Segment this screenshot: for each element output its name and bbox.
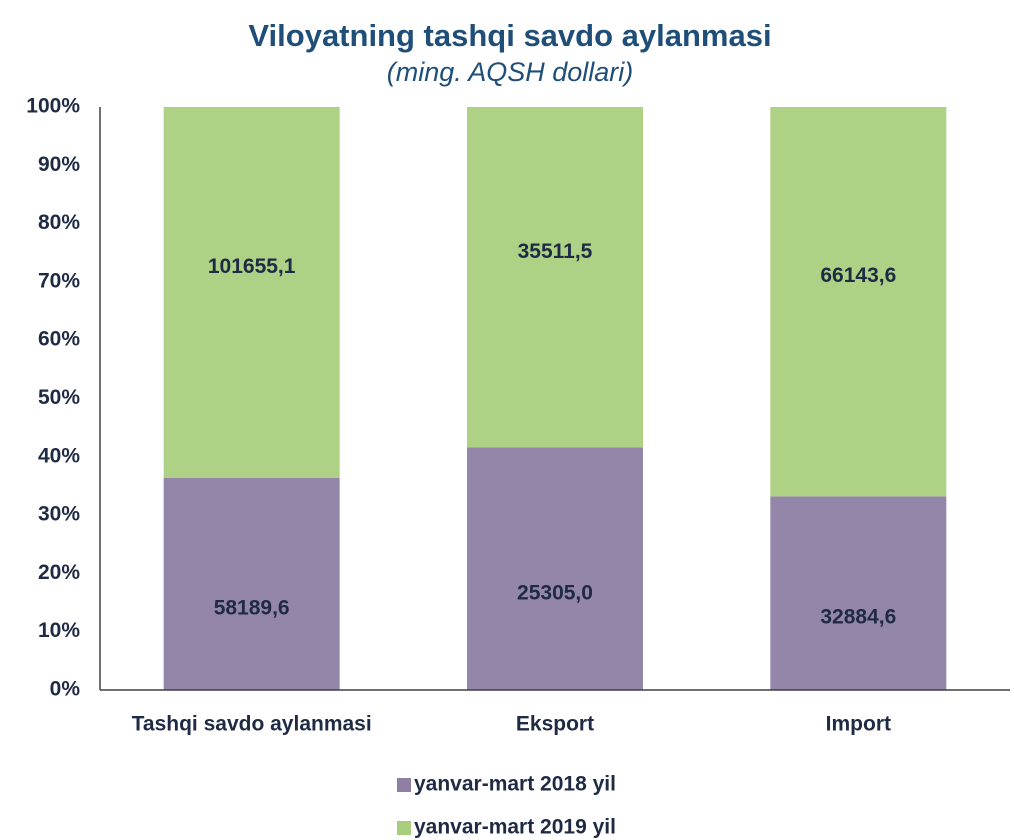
- bar-segment: [467, 447, 643, 690]
- y-tick-label: 40%: [38, 444, 80, 467]
- x-tick-label: Import: [826, 713, 891, 736]
- legend-label: yanvar-mart 2019 yil: [414, 816, 616, 839]
- y-tick-label: 80%: [38, 211, 80, 234]
- legend-swatch: [397, 778, 411, 792]
- x-tick-label: Eksport: [516, 713, 594, 736]
- bar-segment: [163, 477, 340, 690]
- bar-segment: [770, 496, 947, 690]
- legend-swatch: [397, 821, 411, 835]
- y-tick-label: 100%: [26, 95, 80, 118]
- y-tick-label: 0%: [50, 678, 81, 701]
- y-tick-label: 10%: [38, 619, 80, 642]
- legend-label: yanvar-mart 2018 yil: [414, 773, 616, 796]
- x-tick-label: Tashqi savdo aylanmasi: [132, 713, 372, 736]
- value-label: 66143,6: [820, 264, 896, 287]
- value-label: 35511,5: [518, 240, 593, 263]
- bar-segment: [467, 107, 643, 448]
- value-label: 32884,6: [820, 606, 896, 629]
- y-tick-label: 60%: [38, 328, 80, 351]
- value-label: 25305,0: [517, 581, 593, 604]
- y-tick-label: 70%: [38, 269, 80, 292]
- value-label: 101655,1: [208, 255, 296, 278]
- y-tick-label: 20%: [38, 561, 80, 584]
- y-tick-label: 50%: [38, 386, 80, 409]
- y-tick-label: 90%: [38, 153, 80, 176]
- bar-segment: [770, 107, 947, 497]
- chart-subtitle: (ming. AQSH dollari): [387, 57, 634, 87]
- value-label: 58189,6: [214, 596, 290, 619]
- chart-title: Viloyatning tashqi savdo aylanmasi: [248, 18, 771, 53]
- bar-segment: [163, 107, 340, 478]
- y-tick-label: 30%: [38, 503, 80, 526]
